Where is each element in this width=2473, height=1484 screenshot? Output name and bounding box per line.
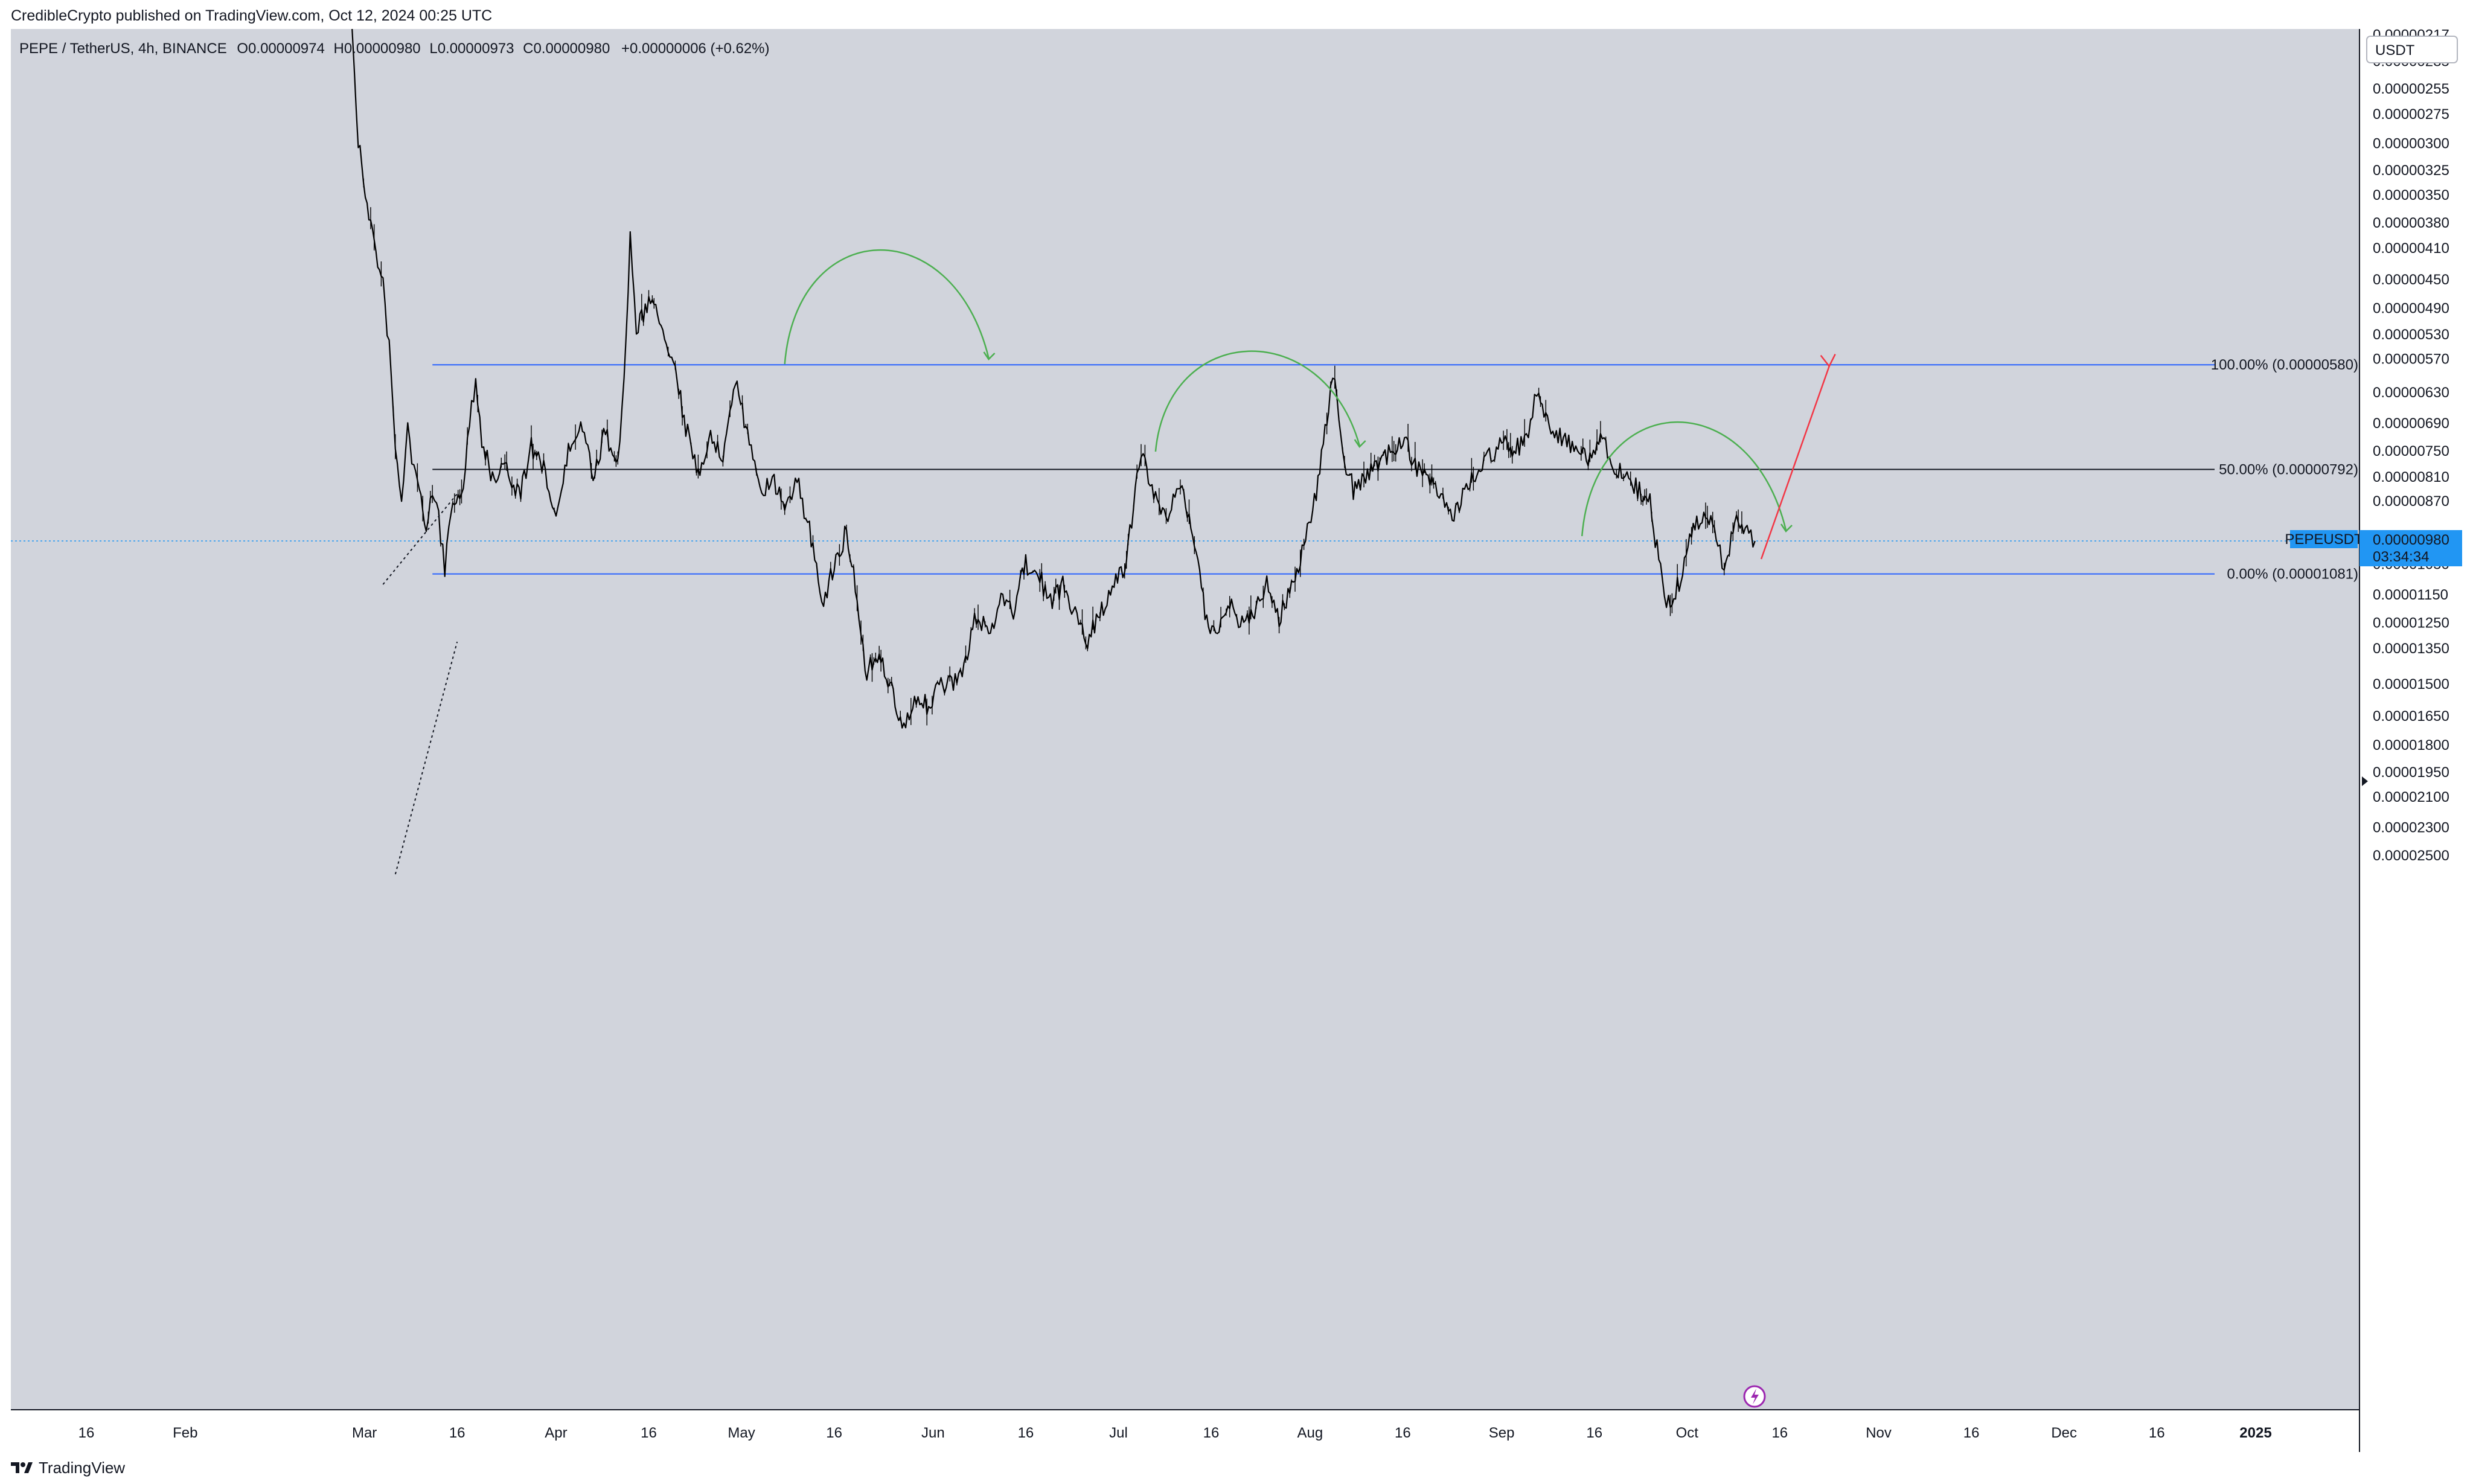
price-tick-label: 0.00000810 (2373, 469, 2449, 485)
price-tick-label: 0.00000450 (2373, 272, 2449, 288)
price-tick-label: 0.00001250 (2373, 615, 2449, 631)
time-tick-label: Oct (1676, 1425, 1699, 1441)
tradingview-logo-icon (11, 1462, 33, 1473)
price-tick-label: 0.00000275 (2373, 106, 2449, 123)
time-tick-label: Jun (921, 1425, 945, 1441)
price-tick-label: 0.00000325 (2373, 162, 2449, 179)
legend-low-value: 0.00000973 (438, 40, 514, 57)
time-tick-label: 16 (826, 1425, 842, 1441)
candle-wicks (356, 108, 1742, 726)
arc-drawing[interactable] (784, 249, 990, 365)
time-tick-label: 16 (1203, 1425, 1220, 1441)
legend-symbol: PEPE / TetherUS, 4h, BINANCE (19, 40, 227, 57)
arc-drawing[interactable] (1581, 421, 1787, 537)
price-tick-label: 0.00000750 (2373, 443, 2449, 459)
wedge-line-lower[interactable] (394, 641, 458, 875)
legend-high-value: 0.00000980 (344, 40, 421, 57)
fib-level-label: 0.00% (0.00001081) (2227, 566, 2359, 583)
time-tick-label: 16 (1018, 1425, 1034, 1441)
arc-arrowhead (983, 351, 996, 360)
time-tick-label: 16 (449, 1425, 465, 1441)
fib-level-label: 100.00% (0.00000580) (2211, 357, 2358, 373)
time-tick-label: 16 (1771, 1425, 1788, 1441)
price-tick-label: 0.00000870 (2373, 493, 2449, 510)
price-tick-label: 0.00000530 (2373, 327, 2449, 343)
flash-icon[interactable] (1743, 1385, 1766, 1408)
time-tick-label: 16 (2149, 1425, 2165, 1441)
arc-arrowhead (1780, 523, 1793, 533)
price-tick-label: 0.00000690 (2373, 415, 2449, 432)
arc-arrowhead (1354, 439, 1366, 448)
price-tick-label: 0.00000570 (2373, 351, 2449, 368)
price-tick-label: 0.00001800 (2373, 737, 2449, 753)
time-tick-label: Jul (1109, 1425, 1128, 1441)
footer-brand: TradingView (39, 1458, 126, 1477)
symbol-badge (2290, 530, 2358, 548)
bar-countdown: 03:34:34 (2373, 549, 2429, 565)
price-tick-label: 0.00000300 (2373, 135, 2449, 152)
symbol-badge-label: PEPEUSDT (2285, 531, 2363, 548)
fib-level-label: 50.00% (0.00000792) (2219, 462, 2358, 478)
time-tick-label: Feb (173, 1425, 197, 1441)
price-tick-label: 0.00000255 (2373, 81, 2449, 97)
legend-close-value: 0.00000980 (534, 40, 610, 57)
currency-button-label[interactable]: USDT (2375, 42, 2415, 59)
legend-line: PEPE / TetherUS, 4h, BINANCE O0.00000974… (19, 40, 770, 57)
arc-drawing[interactable] (1154, 350, 1360, 452)
price-tick-label: 0.00000630 (2373, 385, 2449, 401)
price-tick-label: 0.00000380 (2373, 215, 2449, 231)
projection-arrowhead (1820, 354, 1836, 368)
time-tick-label: 16 (1395, 1425, 1411, 1441)
time-axis-background (11, 1410, 2462, 1452)
publish-info: CredibleCrypto published on TradingView.… (11, 7, 493, 24)
time-tick-label: Nov (1866, 1425, 1892, 1441)
time-tick-label: 16 (1963, 1425, 1980, 1441)
legend-change: +0.00000006 (+0.62%) (621, 40, 770, 57)
time-tick-label: Sep (1489, 1425, 1515, 1441)
flash-icon-bolt (1751, 1389, 1759, 1404)
price-tick-label: 0.00000350 (2373, 187, 2449, 203)
price-tick-label: 0.00001350 (2373, 641, 2449, 657)
footer: TradingView (11, 1456, 125, 1479)
price-tick-label: 0.00001650 (2373, 708, 2449, 724)
time-tick-label: 16 (78, 1425, 95, 1441)
price-tick-label: 0.00001150 (2373, 587, 2448, 603)
legend-open-value: 0.00000974 (248, 40, 325, 57)
price-tick-label: 0.00000490 (2373, 300, 2449, 316)
price-tick-label: 0.00002300 (2373, 820, 2449, 836)
legend-open-label: O (237, 40, 248, 57)
time-tick-label: May (728, 1425, 755, 1441)
time-tick-label: 16 (641, 1425, 657, 1441)
price-chart[interactable]: 0.00% (0.00001081) 50.00% (0.00000792) 100… (11, 29, 2462, 1452)
time-tick-label: Mar (352, 1425, 377, 1441)
price-tick-label: 0.00000410 (2373, 240, 2449, 257)
price-tick-label: 0.00001950 (2373, 764, 2449, 781)
legend-high-label: H (334, 40, 344, 57)
time-tick-label: 2025 (2239, 1425, 2271, 1441)
currency-button[interactable]: USDT (2366, 36, 2458, 63)
price-tick-label: 0.00002100 (2373, 789, 2449, 805)
axis-marker-icon (2362, 776, 2368, 786)
time-tick-label: Apr (545, 1425, 567, 1441)
chart-area[interactable]: 0.00% (0.00001081) 50.00% (0.00000792) 100… (11, 29, 2462, 1452)
last-price-badge (2359, 530, 2462, 566)
price-tick-label: 0.00002500 (2373, 848, 2449, 864)
time-tick-label: Aug (1297, 1425, 1323, 1441)
projection-arrow[interactable] (1760, 366, 1830, 560)
currency-button-box[interactable] (2366, 36, 2458, 63)
last-price-value: 0.00000980 (2373, 532, 2449, 548)
legend-close-label: C (523, 40, 533, 57)
price-axis-background (2359, 29, 2462, 1410)
plot-background (11, 29, 2359, 1410)
price-tick-label: 0.00001500 (2373, 676, 2449, 692)
time-tick-label: Dec (2051, 1425, 2077, 1441)
time-tick-label: 16 (1586, 1425, 1602, 1441)
legend-low-label: L (429, 40, 437, 57)
